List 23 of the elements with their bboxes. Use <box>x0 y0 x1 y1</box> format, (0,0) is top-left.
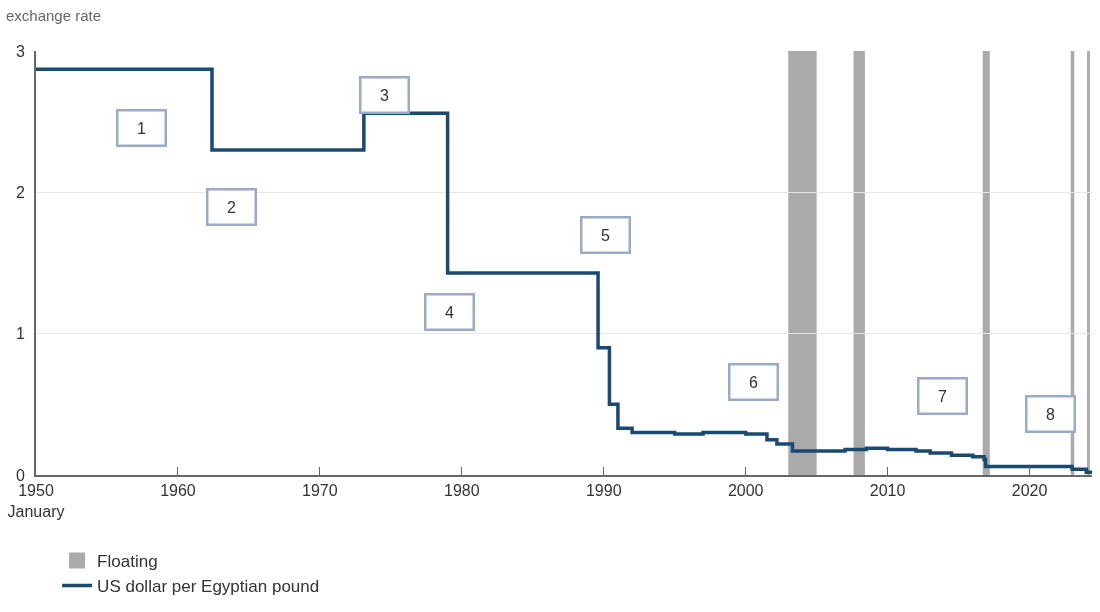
legend-label: US dollar per Egyptian pound <box>97 577 320 597</box>
y-axis-title: exchange rate <box>6 7 102 24</box>
x-tick-label: 1950 January <box>7 482 65 520</box>
y-tick-label: 2 <box>15 183 25 201</box>
annotation: 7 <box>938 387 947 405</box>
y-tick-label: 0 <box>15 466 25 484</box>
annotation: 2 <box>227 198 236 216</box>
y-tick-label: 3 <box>15 42 25 60</box>
x-tick-label: 2010 <box>869 482 906 500</box>
x-tick-label: 1970 <box>302 482 338 500</box>
y-tick-label: 1 <box>15 325 25 343</box>
x-tick-label: 1980 <box>444 482 480 500</box>
legend-label: Floating <box>97 552 158 572</box>
x-tick-label: 1960 <box>160 482 196 500</box>
annotation: 3 <box>380 86 389 104</box>
annotation: 5 <box>601 226 610 244</box>
annotation: 1 <box>137 119 146 137</box>
x-tick-label: 2000 <box>727 482 764 500</box>
annotation: 4 <box>445 303 454 321</box>
annotation: 8 <box>1046 405 1055 423</box>
x-tick-label: 1990 <box>585 482 622 500</box>
annotation: 6 <box>749 373 758 391</box>
x-tick-label: 2020 <box>1011 482 1048 500</box>
